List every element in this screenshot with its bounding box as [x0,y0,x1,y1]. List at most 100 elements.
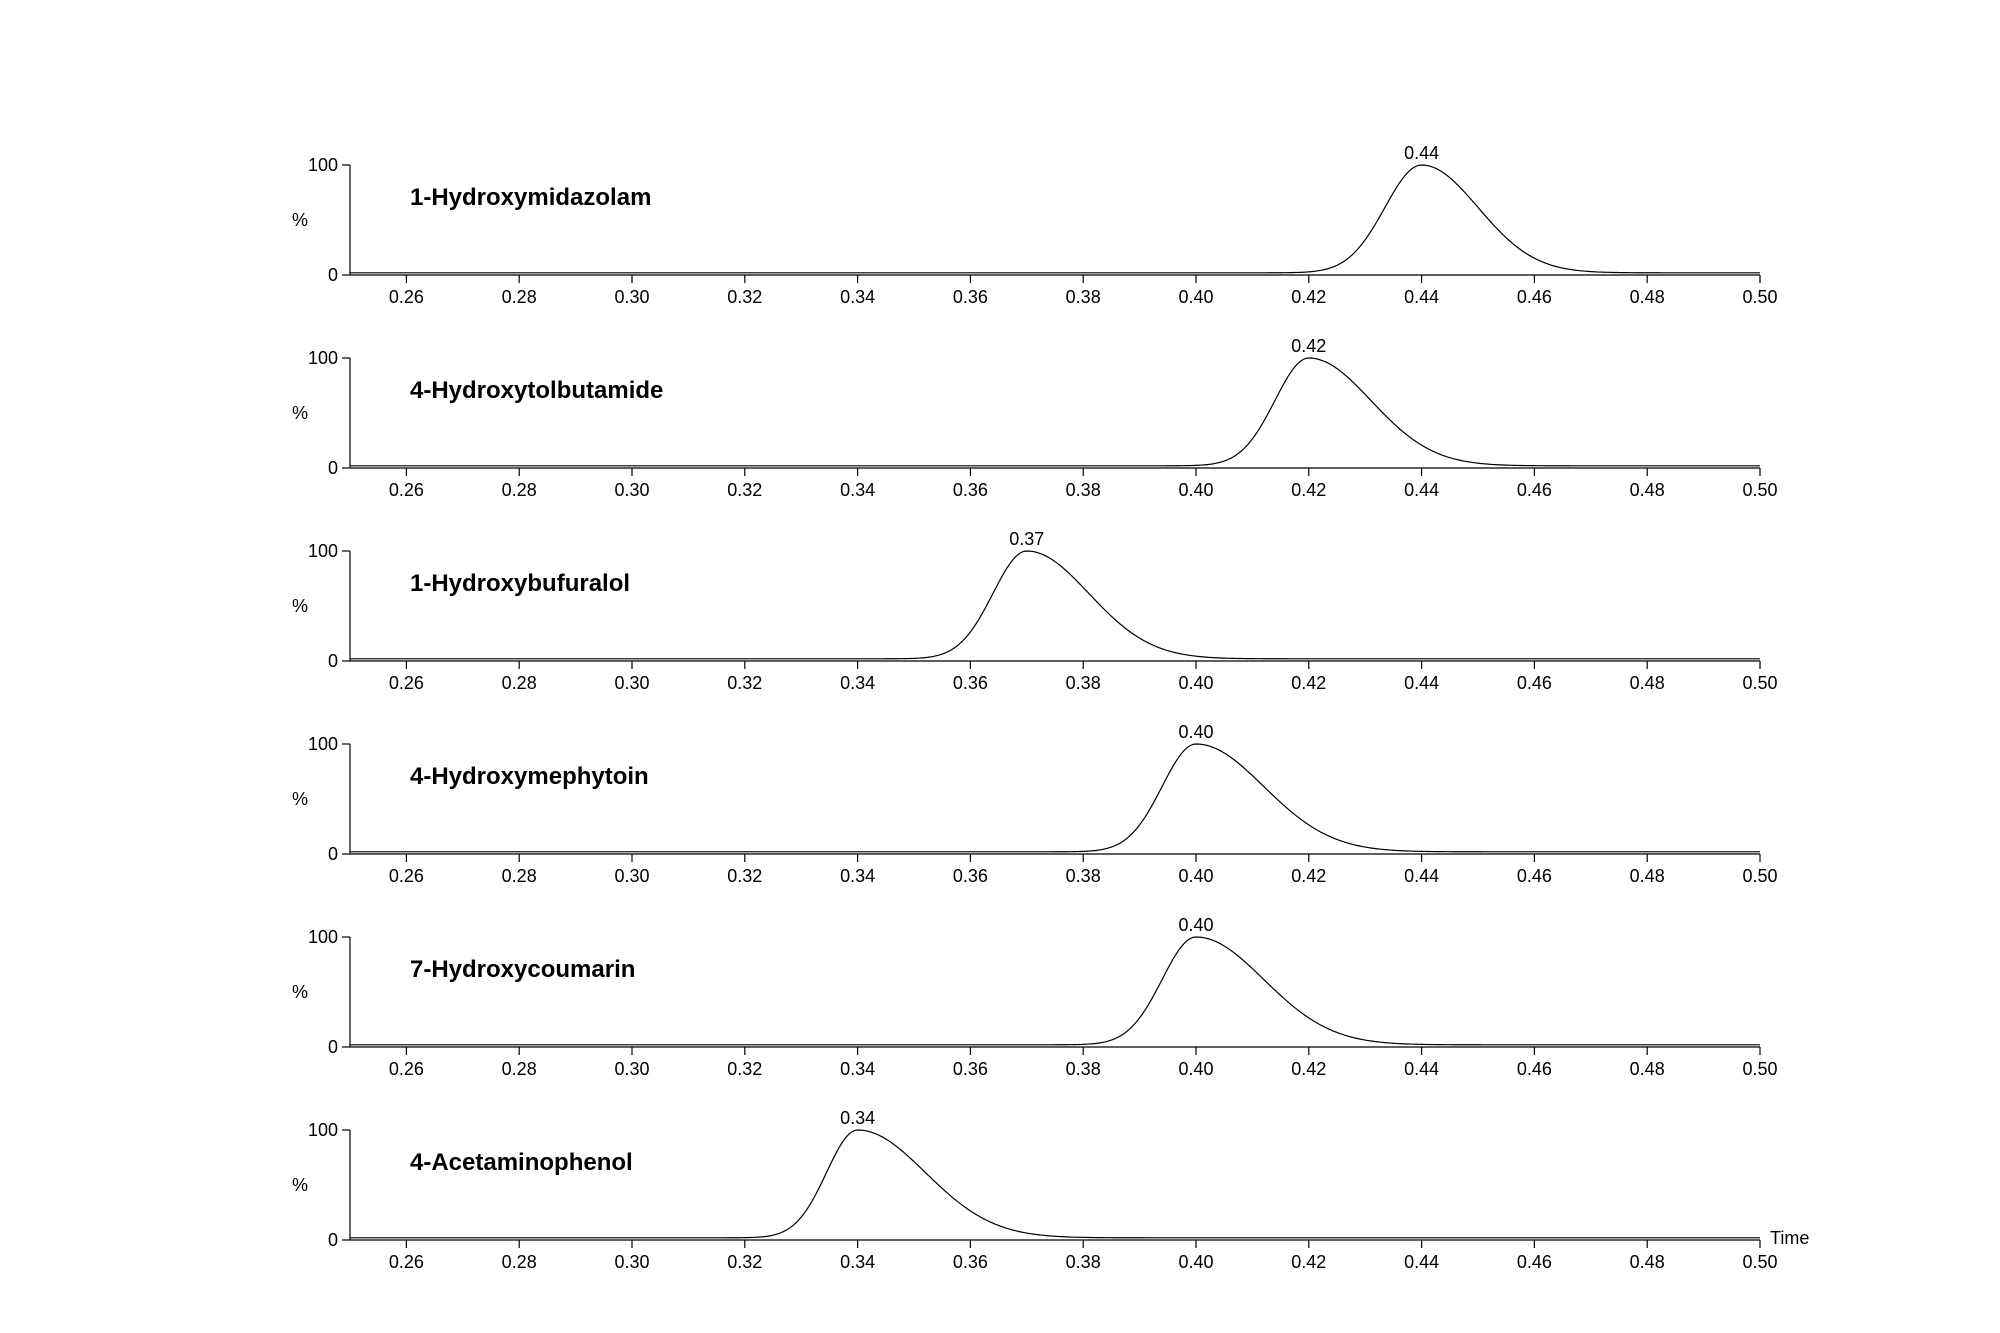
y-tick-label: 100 [308,348,338,368]
y-tick-label: 100 [308,734,338,754]
x-tick-label: 0.38 [1066,1252,1101,1272]
x-tick-label: 0.32 [727,480,762,500]
y-axis-label: % [292,789,308,809]
x-tick-label: 0.36 [953,287,988,307]
x-tick-label: 0.50 [1742,866,1777,886]
x-tick-label: 0.26 [389,480,424,500]
x-tick-label: 0.50 [1742,480,1777,500]
y-tick-label: 0 [328,458,338,478]
x-tick-label: 0.46 [1517,673,1552,693]
x-tick-label: 0.32 [727,866,762,886]
x-tick-label: 0.50 [1742,1059,1777,1079]
x-tick-label: 0.34 [840,866,875,886]
x-tick-label: 0.32 [727,1059,762,1079]
x-tick-label: 0.34 [840,673,875,693]
x-tick-label: 0.28 [502,1252,537,1272]
peak-rt-label: 0.37 [1009,529,1044,549]
x-tick-label: 0.40 [1178,673,1213,693]
y-tick-label: 0 [328,1037,338,1057]
x-tick-label: 0.26 [389,673,424,693]
x-tick-label: 0.44 [1404,866,1439,886]
x-tick-label: 0.38 [1066,673,1101,693]
chromatogram-trace [350,744,1760,852]
x-tick-label: 0.50 [1742,287,1777,307]
x-tick-label: 0.30 [614,480,649,500]
x-tick-label: 0.30 [614,866,649,886]
peak-rt-label: 0.40 [1178,915,1213,935]
x-tick-label: 0.42 [1291,480,1326,500]
chromatogram-panel: 0100%0.260.280.300.320.340.360.380.400.4… [292,1108,1809,1272]
chromatogram-panel: 0100%0.260.280.300.320.340.360.380.400.4… [292,143,1778,307]
x-tick-label: 0.46 [1517,480,1552,500]
x-tick-label: 0.50 [1742,1252,1777,1272]
y-tick-label: 0 [328,651,338,671]
chromatogram-panel: 0100%0.260.280.300.320.340.360.380.400.4… [292,915,1778,1079]
x-tick-label: 0.36 [953,1059,988,1079]
x-tick-label: 0.40 [1178,1252,1213,1272]
x-tick-label: 0.44 [1404,1059,1439,1079]
y-tick-label: 100 [308,541,338,561]
x-tick-label: 0.26 [389,1252,424,1272]
x-tick-label: 0.44 [1404,287,1439,307]
y-axis-label: % [292,210,308,230]
chromatogram-trace [350,937,1760,1045]
x-tick-label: 0.32 [727,1252,762,1272]
peak-rt-label: 0.42 [1291,336,1326,356]
y-axis-label: % [292,982,308,1002]
chromatogram-figure: 0 100% 0.26 0.28 0.30 0.32 0.34 0.36 0.38 0.40 0.4… [0,0,2000,1333]
x-tick-label: 0.26 [389,1059,424,1079]
compound-label: 4-Hydroxymephytoin [410,763,649,790]
x-tick-label: 0.28 [502,673,537,693]
x-tick-label: 0.46 [1517,287,1552,307]
x-tick-label: 0.48 [1630,1252,1665,1272]
x-tick-label: 0.50 [1742,673,1777,693]
x-tick-label: 0.28 [502,866,537,886]
x-tick-label: 0.40 [1178,866,1213,886]
x-tick-label: 0.42 [1291,287,1326,307]
chromatogram-panel: 0100%0.260.280.300.320.340.360.380.400.4… [292,336,1778,500]
x-tick-label: 0.44 [1404,1252,1439,1272]
x-tick-label: 0.46 [1517,866,1552,886]
chromatogram-panel: 0100%0.260.280.300.320.340.360.380.400.4… [292,722,1778,886]
x-tick-label: 0.44 [1404,673,1439,693]
chromatogram-trace [350,165,1760,273]
x-tick-label: 0.28 [502,287,537,307]
y-tick-label: 0 [328,265,338,285]
x-tick-label: 0.40 [1178,1059,1213,1079]
y-axis-label: % [292,596,308,616]
chromatogram-panel: 0 100% 0.26 0.28 0.30 0.32 0.34 0.36 0.38 0.40 0.4… [292,529,1778,693]
x-tick-label: 0.48 [1630,866,1665,886]
x-tick-label: 0.48 [1630,673,1665,693]
y-tick-label: 0 [328,1230,338,1250]
x-tick-label: 0.42 [1291,1059,1326,1079]
x-tick-label: 0.32 [727,673,762,693]
compound-label: 4-Acetaminophenol [410,1149,633,1176]
x-tick-label: 0.30 [614,287,649,307]
x-tick-label: 0.34 [840,287,875,307]
y-tick-label: 0 [328,844,338,864]
chromatogram-svg: 0 100% 0.26 0.28 0.30 0.32 0.34 0.36 0.38 0.40 0.4… [0,0,2000,1333]
x-tick-label: 0.40 [1178,480,1213,500]
x-tick-label: 0.36 [953,1252,988,1272]
x-tick-label: 0.30 [614,1252,649,1272]
x-tick-label: 0.38 [1066,1059,1101,1079]
chromatogram-trace [350,551,1760,659]
x-tick-label: 0.48 [1630,1059,1665,1079]
x-tick-label: 0.40 [1178,287,1213,307]
x-axis-label: Time [1770,1228,1809,1248]
x-tick-label: 0.26 [389,287,424,307]
x-tick-label: 0.42 [1291,866,1326,886]
x-tick-label: 0.36 [953,673,988,693]
x-tick-label: 0.30 [614,673,649,693]
compound-label: 1-Hydroxybufuralol [410,570,630,597]
x-tick-label: 0.42 [1291,673,1326,693]
x-tick-label: 0.34 [840,1252,875,1272]
compound-label: 7-Hydroxycoumarin [410,956,635,983]
x-tick-label: 0.38 [1066,287,1101,307]
compound-label: 4-Hydroxytolbutamide [410,377,663,404]
x-tick-label: 0.34 [840,1059,875,1079]
chromatogram-trace [350,358,1760,466]
y-axis-label: % [292,1175,308,1195]
x-tick-label: 0.28 [502,480,537,500]
x-tick-label: 0.48 [1630,287,1665,307]
